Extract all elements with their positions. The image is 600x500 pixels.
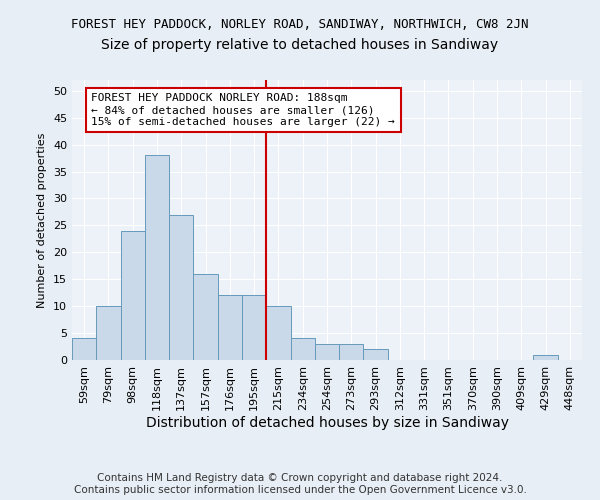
Bar xyxy=(315,344,339,360)
Bar xyxy=(339,344,364,360)
Bar xyxy=(290,338,315,360)
Bar xyxy=(218,296,242,360)
Bar xyxy=(145,156,169,360)
Text: FOREST HEY PADDOCK NORLEY ROAD: 188sqm
← 84% of detached houses are smaller (126: FOREST HEY PADDOCK NORLEY ROAD: 188sqm ←… xyxy=(91,94,395,126)
Bar xyxy=(72,338,96,360)
Bar xyxy=(96,306,121,360)
Y-axis label: Number of detached properties: Number of detached properties xyxy=(37,132,47,308)
Bar xyxy=(169,214,193,360)
Text: Size of property relative to detached houses in Sandiway: Size of property relative to detached ho… xyxy=(101,38,499,52)
Bar xyxy=(242,296,266,360)
Text: Contains HM Land Registry data © Crown copyright and database right 2024.
Contai: Contains HM Land Registry data © Crown c… xyxy=(74,474,526,495)
Bar xyxy=(533,354,558,360)
Text: FOREST HEY PADDOCK, NORLEY ROAD, SANDIWAY, NORTHWICH, CW8 2JN: FOREST HEY PADDOCK, NORLEY ROAD, SANDIWA… xyxy=(71,18,529,30)
Bar xyxy=(364,349,388,360)
X-axis label: Distribution of detached houses by size in Sandiway: Distribution of detached houses by size … xyxy=(146,416,509,430)
Bar xyxy=(193,274,218,360)
Bar xyxy=(121,231,145,360)
Bar xyxy=(266,306,290,360)
